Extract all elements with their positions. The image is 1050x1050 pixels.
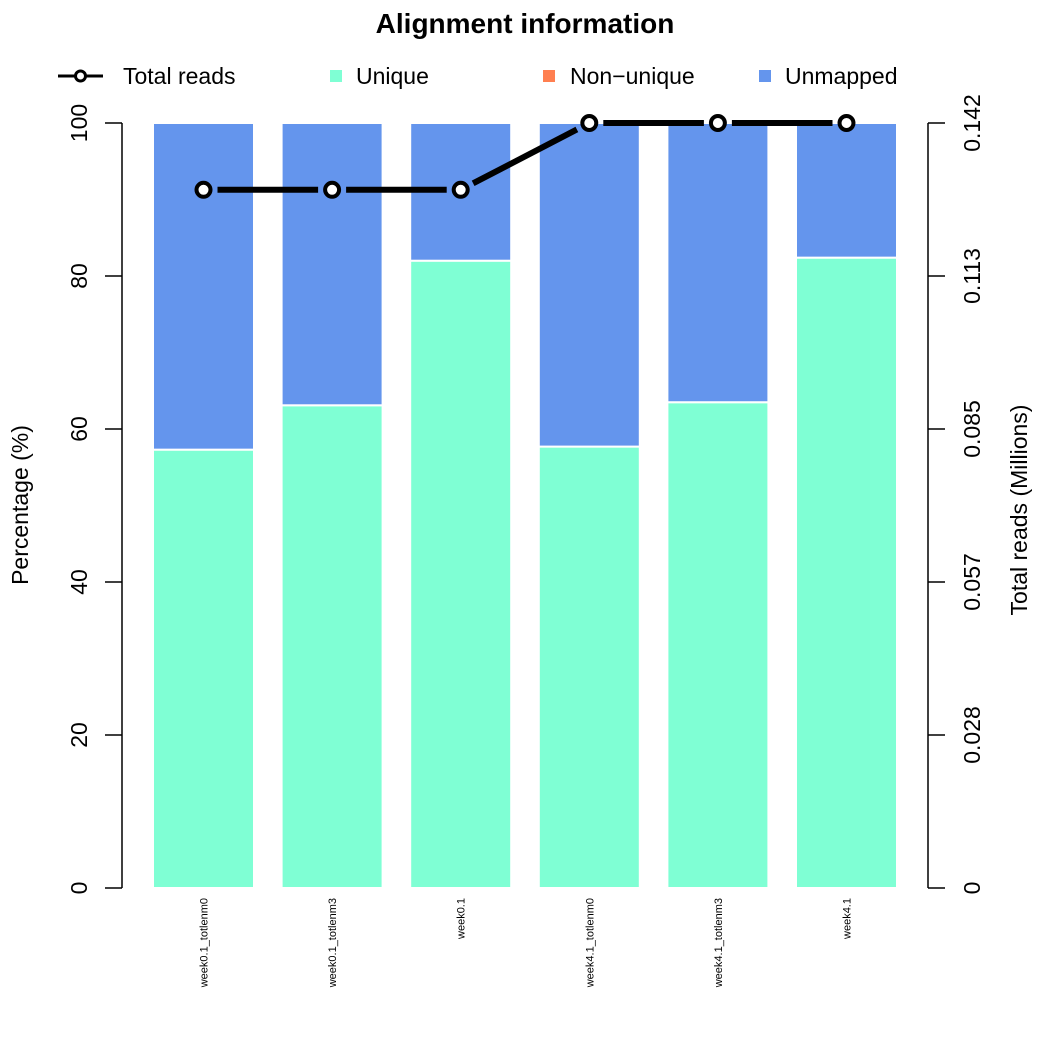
left-tick-label-0: 0: [66, 882, 92, 895]
y2-axis-label: Total reads (Millions): [1006, 405, 1032, 616]
right-tick-label-0-142: 0.142: [959, 94, 985, 152]
right-tick-label-0-085: 0.085: [959, 400, 985, 458]
bar-unique-2: [280, 404, 384, 889]
category-label-5: week4.1_totlenm3: [713, 898, 725, 988]
bar-unmapped-1: [152, 122, 255, 451]
bar-unique-3: [409, 259, 513, 889]
bar-unmapped-2: [280, 122, 384, 407]
right-tick-label-0-057: 0.057: [959, 553, 985, 611]
total-reads-point-5: [708, 114, 727, 132]
legend: Total reads Unique Non−unique Unmapped: [58, 63, 898, 89]
total-reads-point-6: [837, 114, 856, 132]
chart-title: Alignment information: [376, 8, 675, 39]
total-reads-line-group: [194, 114, 856, 199]
legend-entry-unique: Unique: [356, 63, 429, 89]
legend-entry-unmapped: Unmapped: [785, 63, 898, 89]
legend-swatch-unmapped: [759, 70, 771, 82]
left-tick-label-100: 100: [66, 104, 92, 142]
category-label-2: week0.1_totlenm3: [327, 898, 339, 988]
right-tick-label-0: 0: [959, 882, 985, 895]
left-tick-label-80: 80: [66, 263, 92, 289]
bars-group: [152, 122, 898, 889]
bar-unique-5: [666, 401, 770, 889]
total-reads-point-1: [194, 180, 213, 199]
bar-unmapped-4: [537, 122, 641, 448]
bar-unmapped-5: [666, 122, 770, 404]
legend-line-marker: [74, 69, 87, 83]
bar-unique-4: [537, 445, 641, 889]
left-tick-label-20: 20: [66, 722, 92, 748]
left-axis: 0 20 40 60 80 100: [66, 104, 123, 895]
legend-entry-non-unique: Non−unique: [570, 63, 695, 89]
total-reads-point-2: [323, 180, 342, 199]
y-axis-label: Percentage (%): [7, 425, 33, 585]
x-axis-labels: week0.1_totlenm0 week0.1_totlenm3 week0.1 w…: [199, 898, 854, 988]
bar-unique-1: [152, 448, 255, 889]
total-reads-point-3: [451, 180, 470, 199]
legend-entry-total-reads: Total reads: [123, 63, 236, 89]
legend-swatch-non-unique: [543, 70, 555, 82]
right-axis: 0 0.028 0.057 0.085 0.113 0.142: [927, 94, 985, 895]
left-tick-label-60: 60: [66, 416, 92, 442]
total-reads-point-4: [580, 114, 599, 132]
bar-unique-6: [795, 256, 898, 889]
category-label-3: week0.1: [456, 898, 468, 940]
category-label-4: week4.1_totlenm0: [584, 898, 596, 988]
legend-swatch-unique: [330, 70, 342, 82]
category-label-6: week4.1: [842, 898, 854, 940]
bar-unmapped-6: [795, 122, 898, 259]
total-reads-segment-3: [471, 126, 579, 187]
right-tick-label-0-028: 0.028: [959, 706, 985, 764]
category-label-1: week0.1_totlenm0: [199, 898, 211, 988]
left-tick-label-40: 40: [66, 569, 92, 595]
right-tick-label-0-113: 0.113: [959, 248, 985, 304]
